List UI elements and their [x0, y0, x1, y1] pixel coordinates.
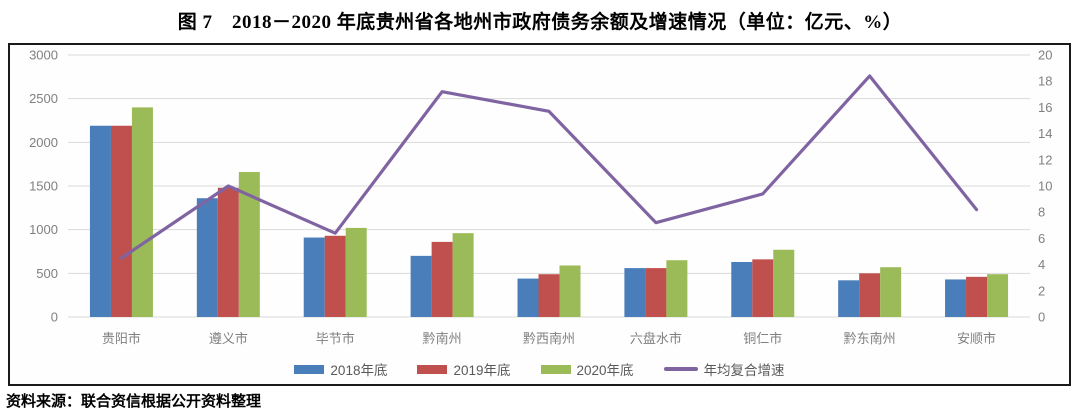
bar-2019年底-毕节市 — [324, 235, 346, 317]
category-label: 黔东南州 — [844, 331, 896, 346]
category-label: 黔南州 — [423, 331, 462, 346]
category-label: 遵义市 — [209, 331, 248, 346]
right-axis-tick-label: 6 — [1038, 231, 1045, 246]
legend-bar-swatch — [417, 364, 448, 374]
right-axis-tick-label: 0 — [1038, 310, 1045, 325]
legend-item-年均复合增速: 年均复合增速 — [663, 359, 785, 379]
bar-2019年底-铜仁市 — [752, 259, 774, 317]
bar-2020年底-黔西南州 — [559, 265, 581, 317]
bar-2018年底-黔南州 — [410, 255, 432, 317]
bar-2018年底-黔西南州 — [517, 278, 539, 317]
right-axis-tick-label: 18 — [1038, 74, 1052, 89]
bar-2019年底-黔南州 — [431, 241, 453, 317]
left-axis-tick-label: 0 — [51, 310, 58, 325]
chart-canvas: 0 500 1000 1500 2000 2500 3000 0 2 4 6 8 10 12 14 16 18 2… — [29, 48, 1052, 347]
right-axis-tick-label: 8 — [1038, 205, 1045, 220]
bar-2018年底-黔东南州 — [838, 280, 860, 317]
bar-2019年底-黔西南州 — [538, 274, 560, 317]
left-axis-tick-label: 1500 — [29, 179, 58, 194]
legend-item-2019年底: 2019年底 — [417, 359, 511, 379]
bar-2018年底-毕节市 — [303, 237, 325, 317]
bar-2020年底-贵阳市 — [131, 107, 153, 318]
legend-bar-swatch — [294, 364, 325, 374]
right-axis-tick-label: 2 — [1038, 283, 1045, 298]
legend-bar-swatch — [540, 364, 571, 374]
bar-2018年底-铜仁市 — [731, 261, 753, 317]
legend-item-2018年底: 2018年底 — [294, 359, 387, 379]
left-axis-tick-label: 2500 — [29, 91, 58, 106]
legend-line-swatch — [663, 367, 698, 371]
bar-2020年底-毕节市 — [345, 227, 367, 317]
category-label: 安顺市 — [957, 331, 996, 346]
bar-2020年底-遵义市 — [238, 172, 260, 317]
source-note: 资料来源：联合资信根据公开资料整理 — [6, 394, 262, 410]
legend-label: 2019年底 — [453, 363, 511, 378]
left-axis-tick-label: 2000 — [29, 135, 58, 150]
bar-2020年底-安顺市 — [987, 274, 1009, 317]
chart-legend: 2018年底 2019年底 2020年底 年均复合增速 — [10, 359, 1069, 379]
left-axis-tick-label: 1000 — [29, 222, 58, 237]
left-axis-tick-label: 500 — [36, 266, 58, 281]
legend-label: 年均复合增速 — [703, 363, 785, 378]
bar-2018年底-遵义市 — [196, 198, 218, 317]
bar-2020年底-铜仁市 — [773, 249, 795, 317]
right-axis-tick-label: 14 — [1038, 126, 1052, 141]
bar-2018年底-贵阳市 — [89, 125, 111, 318]
legend-label: 2018年底 — [330, 363, 388, 378]
legend-label: 2020年底 — [576, 363, 634, 378]
bar-2019年底-黔东南州 — [859, 273, 881, 317]
bar-2018年底-安顺市 — [945, 279, 967, 317]
category-label: 铜仁市 — [743, 331, 782, 346]
trend-line-年均复合增速 — [119, 74, 979, 260]
bar-2019年底-安顺市 — [966, 276, 988, 317]
bar-2019年底-遵义市 — [217, 187, 239, 317]
bar-2020年底-黔东南州 — [880, 267, 902, 317]
bar-2019年底-六盘水市 — [645, 268, 667, 317]
right-axis-tick-label: 10 — [1038, 179, 1052, 194]
legend-item-2020年底: 2020年底 — [540, 359, 634, 379]
category-label: 六盘水市 — [630, 331, 682, 346]
right-axis-tick-label: 16 — [1038, 100, 1052, 115]
chart-frame: 0 500 1000 1500 2000 2500 3000 0 2 4 6 8 10 12 14 16 18 2… — [8, 43, 1071, 386]
category-label: 毕节市 — [316, 331, 355, 346]
right-axis-tick-label: 20 — [1038, 48, 1052, 63]
figure-title: 图 7 2018－2020 年底贵州省各地州市政府债务余额及增速情况（单位：亿元… — [177, 12, 903, 33]
category-label: 黔西南州 — [523, 331, 575, 346]
bar-2020年底-黔南州 — [452, 233, 474, 317]
left-axis-tick-label: 3000 — [29, 48, 58, 63]
bar-2018年底-六盘水市 — [624, 268, 646, 317]
bar-2019年底-贵阳市 — [110, 125, 132, 318]
right-axis-tick-label: 12 — [1038, 152, 1052, 167]
category-label: 贵阳市 — [102, 331, 141, 346]
right-axis-tick-label: 4 — [1038, 257, 1045, 272]
bar-2020年底-六盘水市 — [666, 260, 688, 317]
